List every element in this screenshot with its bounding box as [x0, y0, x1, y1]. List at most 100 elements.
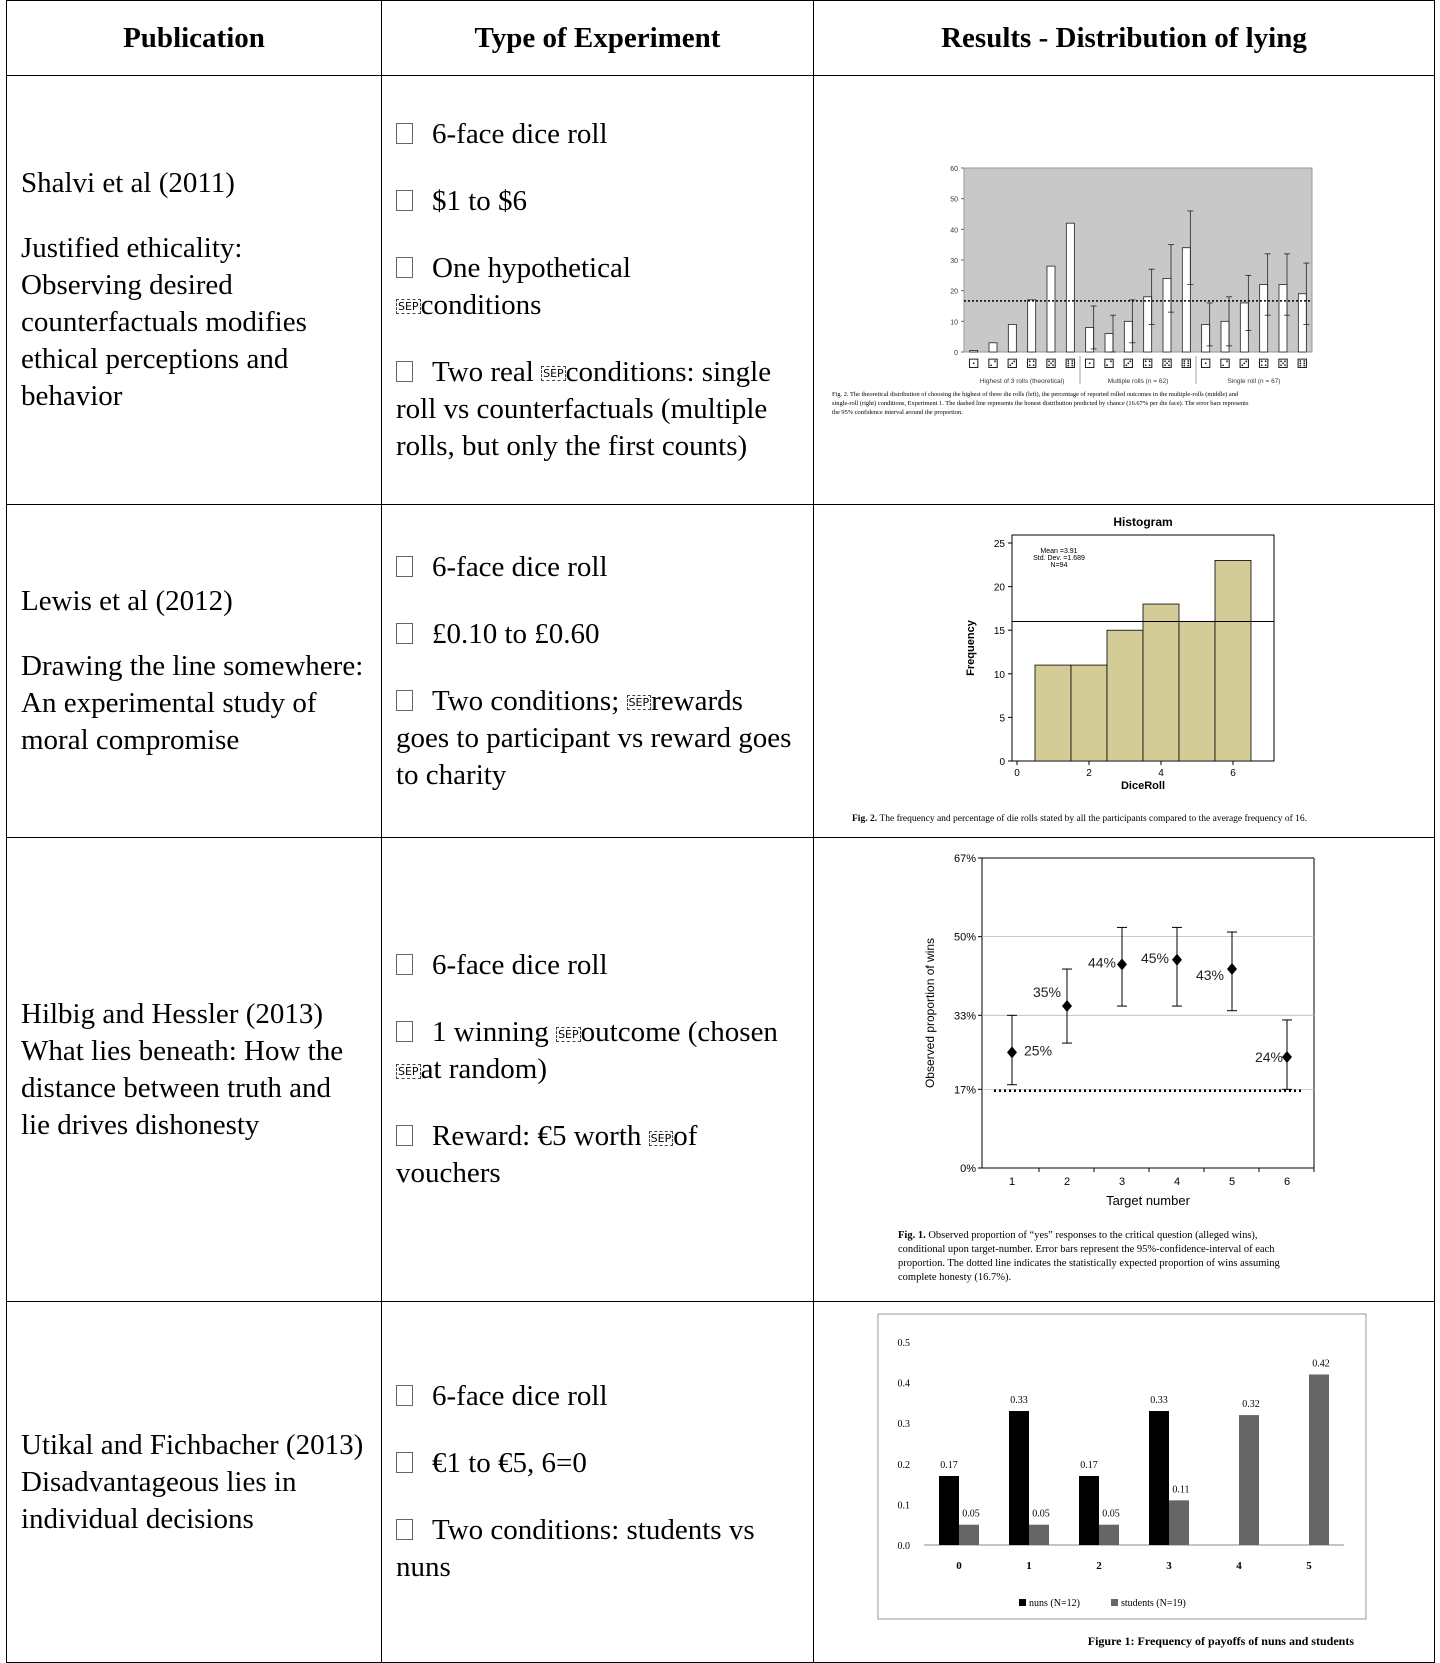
figure-caption: proportion. The dotted line indicates th…	[898, 1258, 1281, 1269]
separator-glyph-icon: SEP	[541, 366, 566, 382]
publication-title: Justified ethicality: Observing desired …	[21, 232, 307, 412]
die-face-icon: ⚄	[1277, 356, 1288, 371]
bar	[959, 1524, 979, 1545]
experiment-cell: 6-face dice roll €1 to €5, 6=0 Two condi…	[381, 1301, 814, 1663]
bar	[1046, 265, 1056, 353]
group-label: Multiple rolls (n = 62)	[1108, 378, 1169, 385]
y-tick-label: 0.0	[898, 1541, 911, 1552]
y-tick-label: 67%	[954, 853, 976, 865]
checkbox-icon	[396, 1385, 413, 1406]
y-axis-label: Observed proportion of wins	[923, 938, 937, 1088]
list-item: 6-face dice roll	[396, 947, 799, 984]
data-label: 0.05	[1032, 1509, 1050, 1520]
data-label: 44%	[1088, 954, 1116, 970]
list-item: Two real SEPconditions: single roll vs c…	[396, 355, 772, 462]
y-tick-label: 15	[994, 626, 1006, 637]
x-tick-label: 3	[1166, 1560, 1172, 1572]
bar	[1201, 323, 1211, 353]
figure-caption: Fig. 2. The theoretical distribution of …	[832, 391, 1239, 398]
bar	[969, 350, 979, 353]
publication-title: Utikal and Fichbacher (2013) Disadvantag…	[21, 1428, 364, 1535]
separator-glyph-icon: SEP	[396, 299, 421, 315]
experiment-cell: 6-face dice roll £0.10 to £0.60 Two cond…	[381, 504, 814, 838]
y-tick-label: 0%	[960, 1163, 976, 1175]
chart-utikal: 0.0 0.1 0.2 0.3 0.4 0.5 0 0.17 0.05 1 0.33 0.05 2 0.1…	[877, 1313, 1367, 1648]
publication-cell: Shalvi et al (2011) Justified ethicality…	[6, 75, 382, 505]
figure-caption: complete honesty (16.7%).	[898, 1272, 1011, 1283]
checkbox-icon	[396, 1519, 413, 1540]
legend-swatch	[1111, 1599, 1118, 1606]
die-face-icon: ⚀	[968, 356, 979, 371]
y-tick-label: 5	[999, 713, 1005, 724]
x-tick-label: 4	[1174, 1176, 1180, 1188]
header-results: Results - Distribution of lying	[813, 0, 1435, 76]
y-tick-label: 30	[950, 258, 958, 265]
table-row: Lewis et al (2012) Drawing the line some…	[6, 504, 1435, 838]
comparison-table: Publication Type of Experiment Results -…	[6, 0, 1435, 1663]
data-point	[1172, 953, 1182, 966]
die-face-icon: ⚁	[1219, 356, 1230, 371]
separator-glyph-icon: SEP	[626, 695, 652, 711]
chart-hilbig: 0% 17% 33% 50% 67% 1 2 3 4 5 6 25% 35% 44% 45% 43% 24% Ta…	[898, 853, 1315, 1283]
figure-caption: the 95% confidence interval around the p…	[832, 409, 963, 416]
y-tick-label: 10	[950, 319, 958, 326]
checkbox-icon	[396, 122, 413, 144]
die-face-icon: ⚅	[1065, 356, 1076, 371]
y-tick-label: 0.5	[898, 1338, 911, 1349]
publication-citation: Shalvi et al (2011)	[21, 167, 235, 199]
list-item: $1 to $6	[396, 183, 799, 220]
header-publication: Publication	[6, 0, 382, 76]
results-cell: 0% 17% 33% 50% 67% 1 2 3 4 5 6 25% 35% 44% 45% 43% 24% Ta…	[813, 837, 1435, 1302]
list-item: £0.10 to £0.60	[396, 616, 799, 653]
y-tick-label: 20	[994, 583, 1006, 594]
data-label: 0.05	[1102, 1509, 1120, 1520]
legend-swatch	[1019, 1599, 1026, 1606]
stats-label: N=94	[1051, 562, 1068, 569]
data-point	[1117, 958, 1127, 971]
checkbox-icon	[396, 954, 413, 975]
bar	[1169, 1500, 1189, 1545]
bar	[1099, 1524, 1119, 1545]
checkbox-icon	[396, 622, 413, 644]
histogram-bar	[1142, 603, 1180, 762]
y-tick-label: 0	[954, 350, 958, 357]
bar	[1278, 284, 1288, 353]
bar	[1259, 284, 1269, 353]
die-face-icon: ⚃	[1258, 356, 1269, 371]
x-tick-label: 2	[1086, 768, 1092, 779]
y-tick-label: 50%	[954, 932, 976, 944]
checkbox-icon	[396, 1021, 413, 1042]
data-label: 0.17	[1080, 1460, 1098, 1471]
data-point	[1062, 1000, 1072, 1013]
die-face-icon: ⚅	[1181, 356, 1192, 371]
separator-glyph-icon: SEP	[396, 1063, 421, 1079]
die-face-icon: ⚃	[1142, 356, 1153, 371]
publication-citation: Lewis et al (2012)	[21, 585, 233, 617]
list-item: 6-face dice roll	[396, 549, 799, 586]
bar	[1181, 247, 1191, 353]
figure-caption: Figure 1: Frequency of payoffs of nuns a…	[1088, 1634, 1355, 1648]
x-tick-label: 6	[1284, 1176, 1290, 1188]
data-label: 24%	[1255, 1049, 1283, 1065]
data-point	[1007, 1046, 1017, 1059]
separator-glyph-icon: SEP	[648, 1130, 674, 1146]
bar	[1309, 1374, 1329, 1545]
header-row: Publication Type of Experiment Results -…	[6, 0, 1435, 76]
bar	[1239, 302, 1249, 353]
list-item: Reward: €5 worth SEPof vouchers	[396, 1120, 698, 1189]
x-tick-label: 2	[1064, 1176, 1070, 1188]
checkbox-icon	[396, 189, 413, 211]
x-tick-label: 2	[1096, 1560, 1102, 1572]
separator-glyph-icon: SEP	[556, 1026, 581, 1042]
x-tick-label: 1	[1009, 1176, 1015, 1188]
y-tick-label: 0.2	[898, 1460, 911, 1471]
data-label: 45%	[1141, 950, 1169, 966]
experiment-cell: 6-face dice roll 1 winning SEPoutcome (c…	[381, 837, 814, 1302]
y-axis-label: Frequency	[965, 619, 977, 676]
stats-label: Std. Dev. =1.689	[1033, 555, 1085, 562]
x-tick-label: 5	[1306, 1560, 1312, 1572]
group-label: Single roll (n = 67)	[1228, 378, 1281, 385]
bar	[1297, 293, 1307, 353]
x-axis-label: DiceRoll	[1121, 780, 1165, 792]
x-tick-label: 1	[1026, 1560, 1032, 1572]
